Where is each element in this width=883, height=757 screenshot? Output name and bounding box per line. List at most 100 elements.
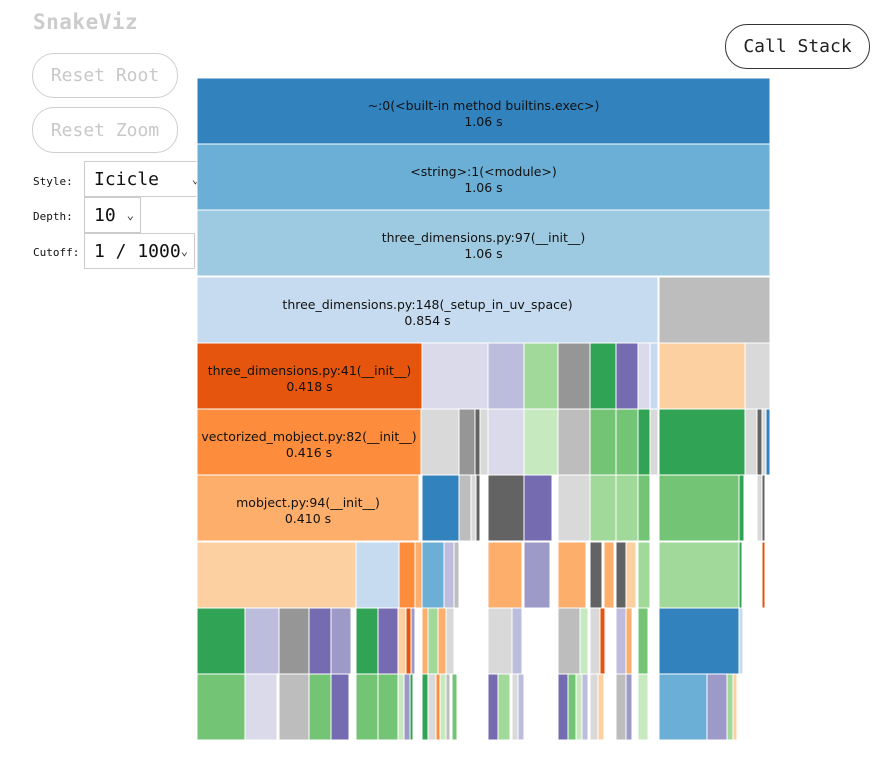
icicle-node-purple-mid[interactable] <box>410 607 416 675</box>
icicle-node-purple-mid[interactable] <box>403 673 411 741</box>
icicle-node-gray[interactable] <box>756 408 763 476</box>
icicle-node-gray-mid[interactable] <box>278 607 310 675</box>
icicle-node-green-mid[interactable] <box>637 607 649 675</box>
icicle-node-green-pale[interactable] <box>439 673 447 741</box>
icicle-node-orange-pale[interactable] <box>597 673 605 741</box>
icicle-node-gray-pale[interactable] <box>761 408 767 476</box>
icicle-node-orange-pale[interactable] <box>625 541 637 609</box>
icicle-node-gray-pale[interactable] <box>511 673 519 741</box>
icicle-node-gray[interactable] <box>487 474 525 542</box>
icicle-node-blue-pale[interactable] <box>355 541 400 609</box>
icicle-node-gray-pale[interactable] <box>649 408 659 476</box>
icicle-node-purple-light[interactable] <box>615 607 627 675</box>
icicle-node-purple-light[interactable] <box>244 607 280 675</box>
icicle-node-purple-light[interactable] <box>517 673 525 741</box>
icicle-node-green-light[interactable] <box>589 474 617 542</box>
icicle-node-gray-light[interactable] <box>453 541 460 609</box>
icicle-node-green-mid[interactable] <box>658 474 740 542</box>
icicle-node-green[interactable] <box>738 541 743 609</box>
icicle-node-green-light[interactable] <box>658 541 740 609</box>
icicle-node-orange-light[interactable] <box>625 607 633 675</box>
icicle-node-green-light[interactable] <box>726 673 734 741</box>
icicle-node-purple-pale[interactable] <box>421 342 489 410</box>
icicle-node-green-mid[interactable] <box>355 673 379 741</box>
icicle-node-gray-pale[interactable] <box>487 607 513 675</box>
icicle-node-gray[interactable] <box>475 474 481 542</box>
icicle-node-blue-pale[interactable] <box>738 607 744 675</box>
icicle-node-purple[interactable] <box>330 673 350 741</box>
reset-zoom-button[interactable]: Reset Zoom <box>32 107 178 153</box>
icicle-node-green-light[interactable] <box>637 541 651 609</box>
icicle-node-gray-pale[interactable] <box>557 474 591 542</box>
icicle-node-green[interactable] <box>409 673 414 741</box>
icicle-node-gray-light[interactable] <box>445 673 451 741</box>
icicle-node-orange-pale[interactable] <box>196 541 357 609</box>
icicle-node-green-mid[interactable] <box>567 673 577 741</box>
icicle-node-orange-pale[interactable] <box>658 342 746 410</box>
icicle-node-green[interactable] <box>738 474 745 542</box>
icicle-node-purple-pale[interactable] <box>637 342 651 410</box>
icicle-node-gray-pale[interactable] <box>589 607 601 675</box>
icicle-node-gray-mid[interactable] <box>458 408 476 476</box>
icicle-node-blue[interactable] <box>658 607 740 675</box>
icicle-node-orange-mid[interactable] <box>398 541 416 609</box>
icicle-node-green-light[interactable] <box>497 673 511 741</box>
icicle-node-green[interactable] <box>637 408 651 476</box>
icicle-node-blue[interactable] <box>765 408 771 476</box>
icicle-node-0[interactable] <box>196 77 771 145</box>
icicle-node-purple[interactable] <box>377 607 399 675</box>
icicle-node-gray[interactable] <box>474 408 481 476</box>
icicle-node-gray-pale[interactable] <box>427 673 437 741</box>
icicle-node-green-pale[interactable] <box>523 408 559 476</box>
icicle-node-gray-pale[interactable] <box>744 342 771 410</box>
icicle-node-purple-mid[interactable] <box>330 607 352 675</box>
icicle-node-orange-light[interactable] <box>437 607 447 675</box>
icicle-node-blue-pale[interactable] <box>649 342 659 410</box>
icicle-node-gray-pale[interactable] <box>420 408 460 476</box>
icicle-node-gray-pale[interactable] <box>756 474 763 542</box>
icicle-node-orange-mid[interactable] <box>435 673 441 741</box>
depth-select[interactable]: 10 ⌄ <box>84 197 141 233</box>
icicle-node-green-mid[interactable] <box>451 673 458 741</box>
icicle-node-gray-light[interactable] <box>615 673 627 741</box>
icicle-node-gray-pale[interactable] <box>445 607 455 675</box>
icicle-node-green[interactable] <box>658 408 746 476</box>
icicle-node-green-pale[interactable] <box>575 673 583 741</box>
icicle-node-blue-mid[interactable] <box>421 541 445 609</box>
icicle-node-purple[interactable] <box>523 474 553 542</box>
icicle-node-green-mid[interactable] <box>637 474 651 542</box>
icicle-node-green-pale[interactable] <box>397 673 405 741</box>
icicle-node-purple-light[interactable] <box>511 607 523 675</box>
icicle-node-purple[interactable] <box>308 607 332 675</box>
icicle-node-purple-light[interactable] <box>443 541 455 609</box>
icicle-node-blue-mid[interactable] <box>658 673 708 741</box>
icicle-node-purple[interactable] <box>615 342 639 410</box>
icicle-node-orange[interactable] <box>761 541 766 609</box>
icicle-node-purple-light[interactable] <box>581 673 589 741</box>
icicle-node-purple-mid[interactable] <box>523 541 551 609</box>
icicle-node-purple[interactable] <box>557 673 569 741</box>
icicle-node-gray-light[interactable] <box>458 474 472 542</box>
icicle-node-green-pale[interactable] <box>637 673 649 741</box>
icicle-node-green-mid[interactable] <box>615 408 639 476</box>
icicle-node-orange-light[interactable] <box>421 607 429 675</box>
icicle-node-green-light[interactable] <box>427 607 439 675</box>
icicle-node-orange-pale[interactable] <box>732 673 738 741</box>
icicle-node-green[interactable] <box>421 673 429 741</box>
icicle-node-green-mid[interactable] <box>589 408 617 476</box>
icicle-node-green-light[interactable] <box>523 342 559 410</box>
icicle-node-4[interactable] <box>196 342 423 410</box>
icicle-node-gray[interactable] <box>615 541 627 609</box>
cutoff-select[interactable]: 1 / 1000 ⌄ <box>84 233 195 269</box>
icicle-node-orange-light[interactable] <box>603 541 615 609</box>
icicle-node-purple-mid[interactable] <box>625 673 633 741</box>
icicle-node-gray-pale[interactable] <box>589 673 599 741</box>
icicle-node-gray-light[interactable] <box>658 276 771 344</box>
icicle-node-purple-pale[interactable] <box>487 408 525 476</box>
icicle-node-purple-mid[interactable] <box>706 673 728 741</box>
icicle-node-gray[interactable] <box>589 541 603 609</box>
icicle-node-purple-light[interactable] <box>487 342 525 410</box>
icicle-node-orange-light[interactable] <box>487 541 523 609</box>
icicle-node-green-mid[interactable] <box>196 673 246 741</box>
